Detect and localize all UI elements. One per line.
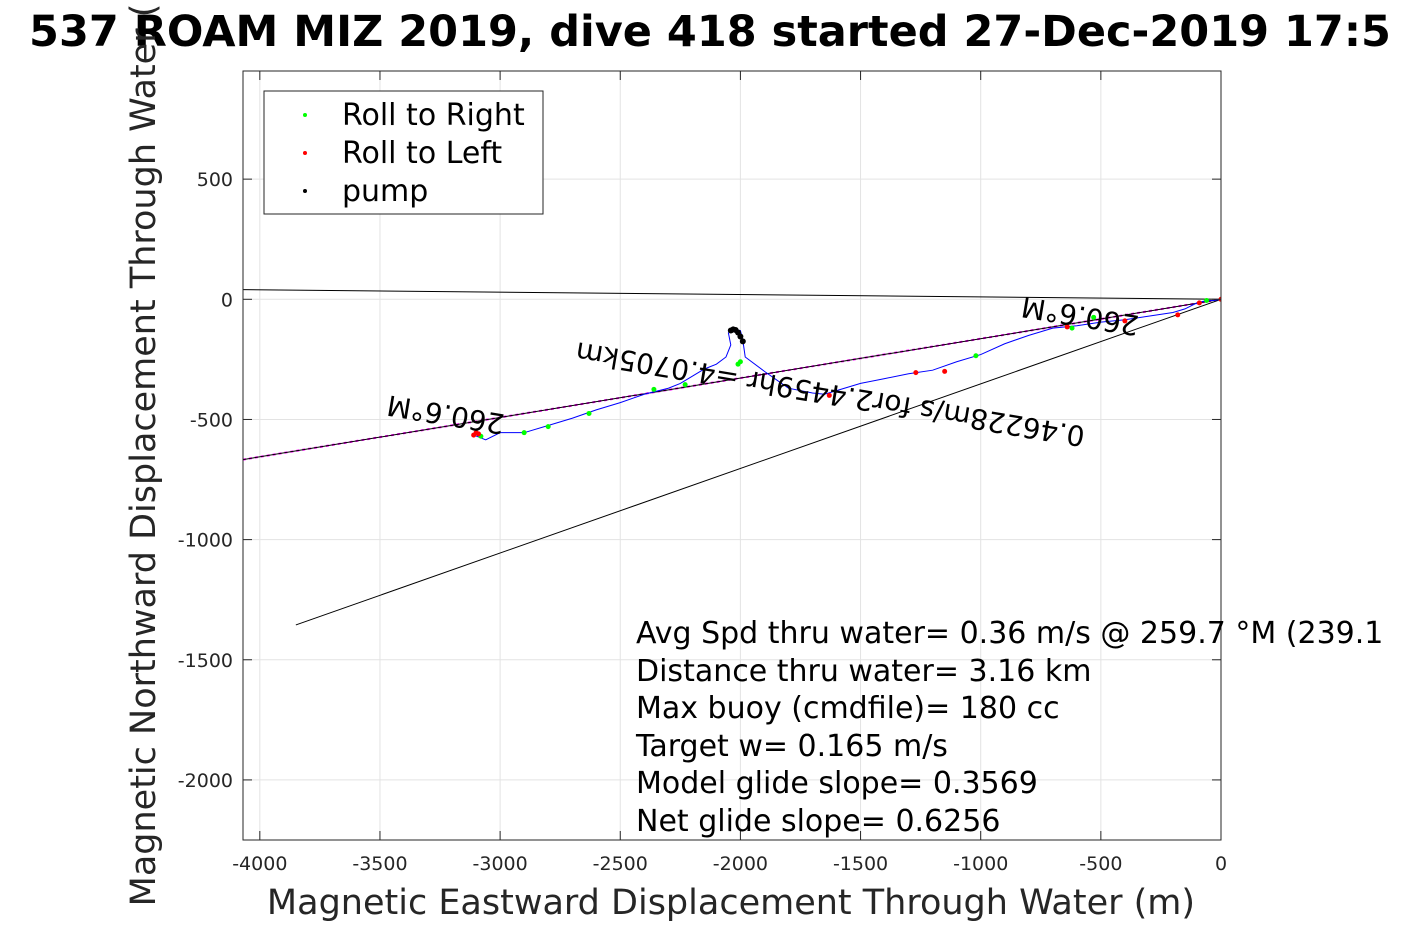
y-tick-label: -500: [190, 409, 233, 431]
roll-right-point: [682, 382, 688, 388]
x-tick-label: -1500: [833, 853, 888, 875]
reference-line: [243, 298, 1221, 461]
x-tick-label: -3000: [473, 853, 528, 875]
legend-marker-pump: [303, 189, 307, 193]
roll-left-point: [1196, 300, 1202, 306]
x-tick-label: -2000: [713, 853, 768, 875]
x-tick-label: -3500: [352, 853, 407, 875]
roll-right-point: [1091, 314, 1097, 320]
grid-lines: [243, 71, 1222, 840]
roll-left-point: [942, 368, 948, 374]
pump-point: [739, 338, 746, 345]
chart-title: 537 ROAM MIZ 2019, dive 418 started 27-D…: [29, 7, 1391, 57]
y-axis-label: Magnetic Northward Displacement Through …: [124, 4, 164, 907]
roll-right-point: [973, 353, 979, 359]
roll-left-point: [475, 431, 481, 437]
roll-right-point: [586, 410, 592, 416]
y-tick-label: -2000: [178, 770, 233, 792]
axis-ticks: -4000 -3500 -3000 -2500 -2000 -1500 -1000 -500 0…: [178, 71, 1227, 875]
annotation-net-glide: Net glide slope= 0.6256: [636, 804, 1000, 839]
legend-label-roll-left: Roll to Left: [342, 136, 502, 171]
x-axis-label: Magnetic Eastward Displacement Through W…: [267, 883, 1195, 923]
plot-frame: [242, 70, 1222, 841]
x-tick-label: -4000: [232, 853, 287, 875]
annotation-distance: Distance thru water= 3.16 km: [636, 654, 1091, 689]
annotation-avg-speed: Avg Spd thru water= 0.36 m/s @ 259.7 °M …: [636, 616, 1383, 651]
roll-right-point: [651, 386, 657, 392]
roll-left-point: [1122, 318, 1128, 324]
annotation-model-glide: Model glide slope= 0.3569: [636, 766, 1038, 801]
annotation-max-buoy: Max buoy (cmdfile)= 180 cc: [636, 691, 1060, 726]
roll-right-point: [521, 430, 527, 436]
y-tick-label: -1500: [178, 650, 233, 672]
roll-left-point: [1175, 312, 1181, 318]
y-tick-label: -1000: [178, 530, 233, 552]
roll-right-point: [1204, 297, 1210, 303]
x-tick-label: -500: [1079, 853, 1122, 875]
roll-right-point: [1069, 325, 1075, 331]
roll-left-point: [826, 392, 832, 398]
x-tick-label: -2500: [593, 853, 648, 875]
x-tick-label: -1000: [953, 853, 1008, 875]
legend-marker-roll-right: [303, 113, 307, 117]
plot-data: [243, 289, 1221, 626]
y-tick-label: 0: [221, 289, 233, 311]
roll-right-point: [737, 359, 743, 365]
stats-annotations: Avg Spd thru water= 0.36 m/s @ 259.7 °M …: [635, 616, 1383, 839]
dive-track-line: [473, 298, 1221, 441]
annotation-target-w: Target w= 0.165 m/s: [635, 729, 948, 764]
y-tick-label: 500: [197, 169, 233, 191]
roll-left-point: [913, 370, 919, 376]
reference-line: [243, 289, 1221, 300]
legend-box: [263, 90, 544, 215]
legend-label-roll-right: Roll to Right: [342, 98, 525, 133]
legend-label-pump: pump: [342, 174, 428, 209]
x-tick-label: 0: [1215, 853, 1227, 875]
reference-line: [295, 298, 1221, 626]
pump-point: [737, 333, 744, 340]
legend: Roll to Right Roll to Left pump: [263, 90, 544, 215]
roll-left-point: [1064, 324, 1070, 330]
legend-marker-roll-left: [303, 151, 307, 155]
roll-right-point: [545, 424, 551, 430]
